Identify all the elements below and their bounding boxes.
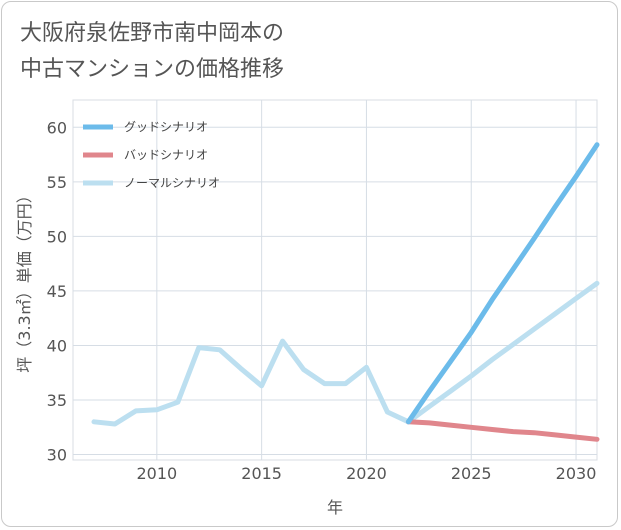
chart-title-line-1: 大阪府泉佐野市南中岡本の — [20, 21, 285, 46]
x-tick-label: 2015 — [241, 464, 282, 483]
legend-label-1: グッドシナリオ — [124, 120, 208, 134]
chart-title: 大阪府泉佐野市南中岡本の 中古マンションの価格推移 — [20, 16, 284, 88]
chart-title-line-2: 中古マンションの価格推移 — [20, 57, 285, 82]
x-axis-label: 年 — [327, 498, 343, 517]
series-line-3 — [91, 280, 600, 427]
y-tick-label: 50 — [47, 227, 67, 246]
series-line-1 — [405, 142, 600, 425]
y-tick-label: 45 — [47, 282, 67, 301]
y-tick-label: 60 — [47, 118, 67, 137]
legend-label-3: ノーマルシナリオ — [124, 176, 220, 190]
x-tick-label: 2030 — [556, 464, 597, 483]
y-axis-label: 坪（3.3㎡）単価（万円） — [15, 187, 34, 372]
y-tick-label: 30 — [47, 446, 67, 465]
x-tick-label: 2025 — [451, 464, 492, 483]
x-tick-label: 2020 — [346, 464, 387, 483]
y-tick-label: 35 — [47, 391, 67, 410]
legend-label-2: バッドシナリオ — [124, 148, 208, 162]
y-tick-label: 55 — [47, 173, 67, 192]
x-tick-label: 2010 — [136, 464, 177, 483]
series-line-2 — [405, 419, 600, 442]
y-tick-label: 40 — [47, 336, 67, 355]
